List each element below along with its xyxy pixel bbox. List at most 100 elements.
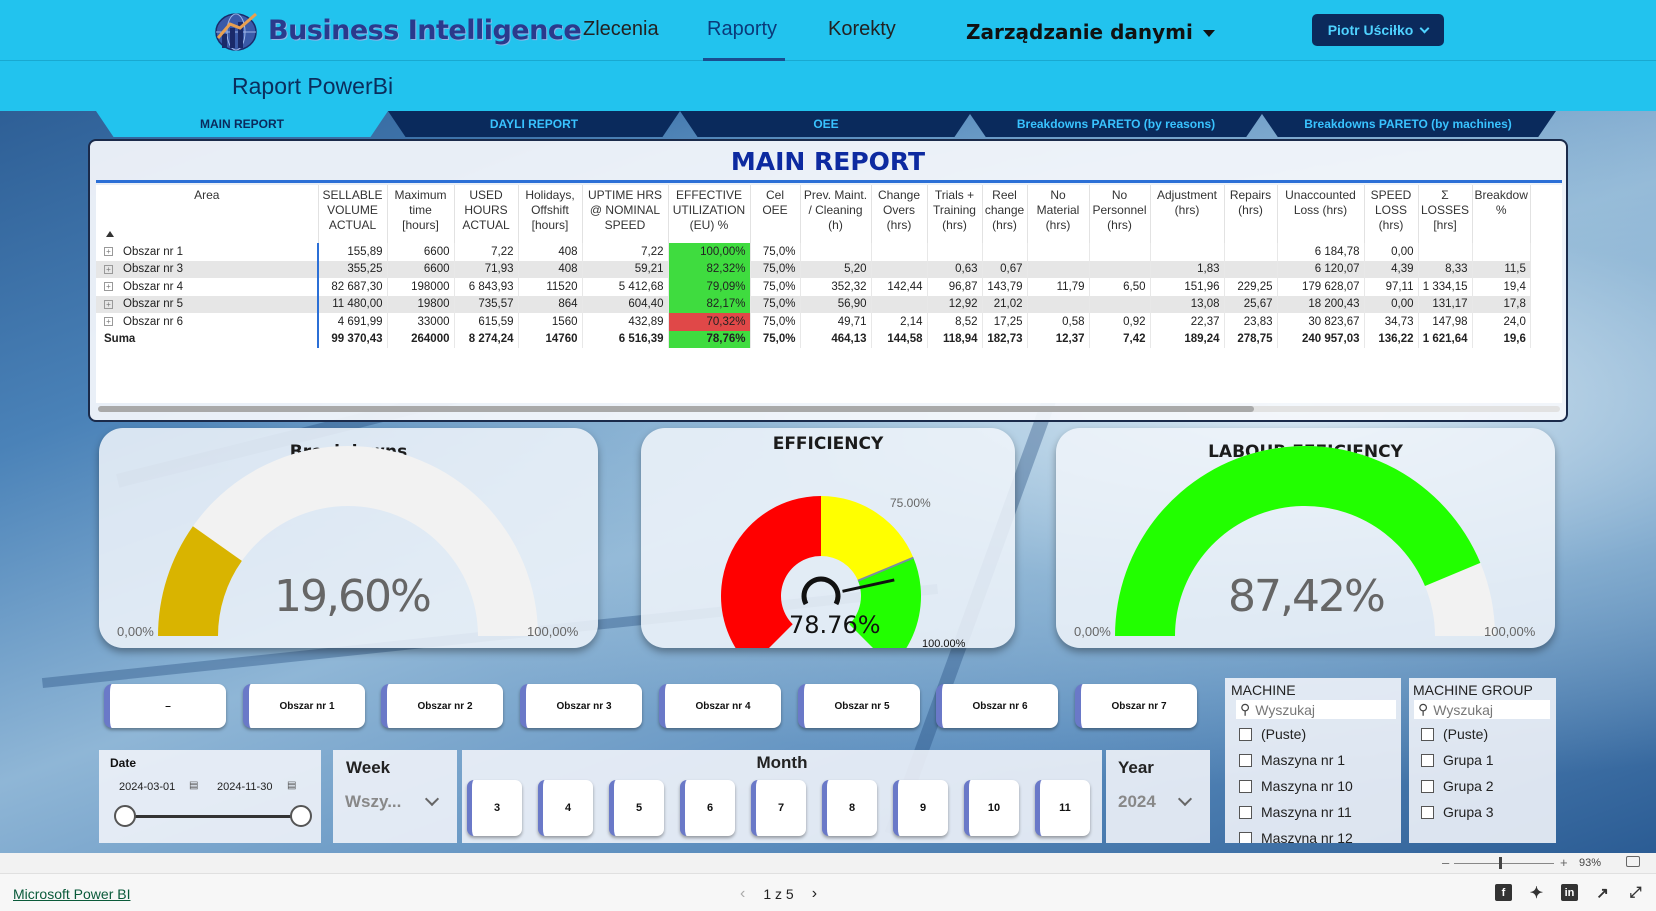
column-header[interactable]: Maximum time [hours]	[387, 185, 455, 243]
area-button-none[interactable]: –	[104, 684, 226, 728]
month-button-7[interactable]: 7	[751, 780, 806, 836]
week-dropdown[interactable]: Wszy...	[345, 791, 449, 816]
date-range-start-handle[interactable]	[114, 805, 136, 827]
column-header[interactable]: No Material (hrs)	[1027, 185, 1090, 243]
machine-option[interactable]: Maszyna nr 10	[1239, 773, 1353, 799]
area-button-2[interactable]: Obszar nr 2	[381, 684, 503, 728]
total-row[interactable]: Suma 99 370,43 264000 8 274,24 14760 6 516,39…	[96, 330, 1531, 348]
checkbox[interactable]	[1239, 779, 1252, 793]
column-header[interactable]: Unaccounted Loss (hrs)	[1277, 185, 1365, 243]
main-report-table-container[interactable]: Area SELLABLE VOLUME ACTUAL Maximum time […	[96, 185, 1562, 403]
tab-dayli-report[interactable]: DAYLI REPORT	[388, 111, 680, 137]
date-from-input[interactable]: 2024-03-01	[119, 781, 176, 793]
checkbox[interactable]	[1239, 805, 1252, 819]
column-header[interactable]: Cel OEE	[750, 185, 801, 243]
column-header[interactable]: Breakdow %	[1472, 185, 1531, 243]
machine-option[interactable]: Maszyna nr 1	[1239, 747, 1353, 773]
expand-icon[interactable]: +	[104, 317, 113, 327]
month-button-3[interactable]: 3	[467, 780, 522, 836]
column-header[interactable]: USED HOURS ACTUAL	[454, 185, 519, 243]
group-search-input[interactable]: ⚲ Wyszukaj	[1414, 700, 1550, 719]
column-header[interactable]: Adjustment (hrs)	[1150, 185, 1225, 243]
month-button-8[interactable]: 8	[822, 780, 877, 836]
checkbox[interactable]	[1421, 779, 1434, 793]
calendar-icon[interactable]: ▤	[189, 780, 199, 791]
calendar-icon[interactable]: ▤	[287, 780, 297, 791]
group-option[interactable]: Grupa 2	[1421, 773, 1494, 799]
checkbox[interactable]	[1421, 727, 1434, 741]
area-button-7[interactable]: Obszar nr 7	[1075, 684, 1197, 728]
scrollbar-thumb[interactable]	[98, 406, 1254, 412]
area-button-6[interactable]: Obszar nr 6	[936, 684, 1058, 728]
tab-main-report[interactable]: MAIN REPORT	[96, 111, 388, 137]
column-header[interactable]: Reel change (hrs)	[982, 185, 1028, 243]
column-header[interactable]: No Personnel (hrs)	[1089, 185, 1151, 243]
month-button-5[interactable]: 5	[609, 780, 664, 836]
prev-page-icon[interactable]: ‹	[740, 885, 746, 902]
column-header[interactable]: UPTIME HRS @ NOMINAL SPEED	[582, 185, 669, 243]
checkbox[interactable]	[1421, 805, 1434, 819]
table-row[interactable]: + Obszar nr 1 155,89 6600 7,22 408 7,22 100,00%…	[96, 243, 1531, 261]
linkedin-icon[interactable]: in	[1561, 884, 1578, 901]
logo[interactable]: Business Intelligence	[212, 8, 582, 52]
nav-raporty[interactable]: Raporty	[707, 18, 778, 40]
column-header[interactable]: Area	[96, 185, 319, 243]
table-row[interactable]: + Obszar nr 3 355,25 6600 71,93 408 59,21 82,32…	[96, 260, 1531, 278]
tab-oee[interactable]: OEE	[680, 111, 972, 137]
machine-search-input[interactable]: ⚲ Wyszukaj	[1236, 700, 1396, 719]
column-header[interactable]: Holidays, Offshift [hours]	[518, 185, 583, 243]
facebook-icon[interactable]: f	[1495, 884, 1512, 901]
area-button-3[interactable]: Obszar nr 3	[520, 684, 642, 728]
expand-icon[interactable]: +	[104, 247, 113, 257]
column-header[interactable]: EFFECTIVE UTILIZATION (EU) %	[668, 185, 751, 243]
zoom-slider-track[interactable]	[1454, 863, 1554, 864]
column-header[interactable]: Repairs (hrs)	[1224, 185, 1278, 243]
area-button-4[interactable]: Obszar nr 4	[659, 684, 781, 728]
sort-asc-icon[interactable]	[106, 231, 114, 237]
month-button-11[interactable]: 11	[1035, 780, 1090, 836]
expand-icon[interactable]: +	[104, 264, 113, 274]
nav-data-management-dropdown[interactable]: Zarządzanie danymi	[966, 20, 1215, 44]
fullscreen-icon[interactable]: ⤢	[1629, 884, 1642, 901]
zoom-out-button[interactable]: –	[1442, 855, 1450, 870]
table-row[interactable]: + Obszar nr 4 82 687,30 198000 6 843,93 11520…	[96, 278, 1531, 296]
year-dropdown[interactable]: 2024	[1118, 791, 1202, 816]
fit-to-page-icon[interactable]	[1626, 856, 1640, 867]
table-row[interactable]: + Obszar nr 6 4 691,99 33000 615,59 1560 432,8…	[96, 313, 1531, 331]
user-menu-button[interactable]: Piotr Uściłko	[1312, 14, 1444, 46]
area-button-1[interactable]: Obszar nr 1	[243, 684, 365, 728]
expand-icon[interactable]: +	[104, 299, 113, 309]
expand-icon[interactable]: +	[104, 282, 113, 292]
date-range-end-handle[interactable]	[290, 805, 312, 827]
date-to-input[interactable]: 2024-11-30	[217, 781, 273, 793]
next-page-icon[interactable]: ›	[811, 885, 818, 902]
group-option[interactable]: Grupa 3	[1421, 799, 1494, 825]
checkbox[interactable]	[1239, 727, 1252, 741]
machine-option[interactable]: Maszyna nr 12	[1239, 825, 1353, 843]
column-header[interactable]: Trials + Training (hrs)	[927, 185, 983, 243]
share-icon[interactable]: ↗	[1596, 884, 1609, 902]
twitter-icon[interactable]: ✦	[1529, 884, 1544, 902]
area-button-5[interactable]: Obszar nr 5	[798, 684, 920, 728]
zoom-slider-handle[interactable]	[1499, 857, 1502, 869]
machine-option[interactable]: (Puste)	[1239, 721, 1353, 747]
column-header[interactable]: SELLABLE VOLUME ACTUAL	[318, 185, 388, 243]
group-option[interactable]: Grupa 1	[1421, 747, 1494, 773]
checkbox[interactable]	[1239, 753, 1252, 767]
column-header[interactable]: SPEED LOSS (hrs)	[1364, 185, 1419, 243]
power-bi-link[interactable]: Microsoft Power BI	[13, 886, 131, 902]
month-button-9[interactable]: 9	[893, 780, 948, 836]
tab-pareto-reasons[interactable]: Breakdowns PARETO (by reasons)	[968, 111, 1264, 137]
checkbox[interactable]	[1421, 753, 1434, 767]
checkbox[interactable]	[1239, 831, 1252, 843]
table-row[interactable]: + Obszar nr 5 11 480,00 19800 735,57 864 604,4…	[96, 295, 1531, 313]
table-horizontal-scrollbar[interactable]	[98, 406, 1560, 412]
column-header[interactable]: Change Overs (hrs)	[871, 185, 928, 243]
column-header[interactable]: Σ LOSSES [hrs]	[1418, 185, 1473, 243]
month-button-10[interactable]: 10	[964, 780, 1019, 836]
zoom-in-button[interactable]: +	[1560, 855, 1568, 870]
nav-zlecenia[interactable]: Zlecenia	[583, 18, 659, 40]
tab-pareto-machines[interactable]: Breakdowns PARETO (by machines)	[1260, 111, 1556, 137]
machine-option[interactable]: Maszyna nr 11	[1239, 799, 1353, 825]
month-button-4[interactable]: 4	[538, 780, 593, 836]
